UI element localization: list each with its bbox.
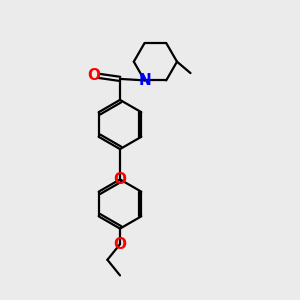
Text: O: O [87,68,100,83]
Text: O: O [113,237,127,252]
Text: N: N [138,73,151,88]
Text: O: O [113,172,127,187]
